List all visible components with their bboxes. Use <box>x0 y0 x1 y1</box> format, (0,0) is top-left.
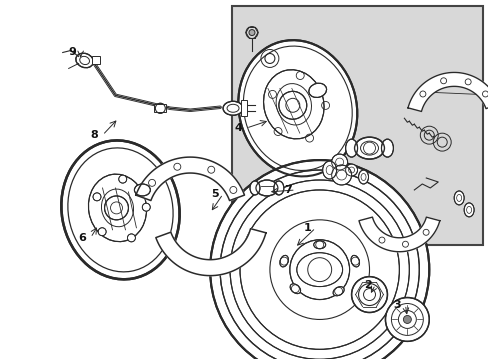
Ellipse shape <box>332 287 344 296</box>
Circle shape <box>278 91 306 119</box>
Ellipse shape <box>255 180 277 196</box>
Ellipse shape <box>223 101 243 115</box>
Ellipse shape <box>453 191 463 205</box>
Ellipse shape <box>381 139 393 157</box>
Polygon shape <box>358 217 439 252</box>
Circle shape <box>210 160 428 360</box>
Ellipse shape <box>263 70 324 139</box>
Text: 7: 7 <box>284 185 291 195</box>
Ellipse shape <box>88 174 146 242</box>
Circle shape <box>155 103 165 113</box>
Bar <box>91 57 100 64</box>
Ellipse shape <box>308 83 326 98</box>
Circle shape <box>289 240 349 300</box>
Circle shape <box>104 196 128 220</box>
Text: 2: 2 <box>363 280 371 289</box>
Circle shape <box>248 30 254 36</box>
Bar <box>241 100 246 116</box>
Circle shape <box>142 203 150 211</box>
Ellipse shape <box>134 184 150 196</box>
Circle shape <box>403 315 410 323</box>
Text: 6: 6 <box>79 233 86 243</box>
Circle shape <box>127 234 135 242</box>
Circle shape <box>229 180 408 359</box>
Ellipse shape <box>273 181 283 195</box>
Polygon shape <box>407 72 488 112</box>
Circle shape <box>220 170 419 360</box>
Ellipse shape <box>279 255 288 267</box>
Circle shape <box>385 298 428 341</box>
Text: 8: 8 <box>90 130 98 140</box>
Ellipse shape <box>345 164 357 176</box>
Ellipse shape <box>322 161 336 179</box>
Ellipse shape <box>61 140 179 279</box>
Ellipse shape <box>463 203 473 217</box>
Text: 3: 3 <box>393 300 400 310</box>
Ellipse shape <box>238 40 357 176</box>
Bar <box>154 104 166 112</box>
Circle shape <box>98 228 106 236</box>
Ellipse shape <box>354 137 384 159</box>
Circle shape <box>93 193 101 201</box>
Text: 5: 5 <box>211 189 219 199</box>
Circle shape <box>240 190 399 349</box>
Ellipse shape <box>358 170 368 184</box>
Polygon shape <box>156 229 265 276</box>
Text: 1: 1 <box>303 223 311 233</box>
Ellipse shape <box>76 53 93 68</box>
Ellipse shape <box>331 154 347 170</box>
Ellipse shape <box>289 284 300 294</box>
Ellipse shape <box>249 181 260 195</box>
Ellipse shape <box>313 241 325 249</box>
Text: 4: 4 <box>234 123 242 133</box>
Circle shape <box>119 175 126 183</box>
Ellipse shape <box>350 255 359 267</box>
Circle shape <box>351 276 386 312</box>
Ellipse shape <box>345 139 357 157</box>
Polygon shape <box>136 157 244 201</box>
Ellipse shape <box>331 165 351 185</box>
Text: 9: 9 <box>69 48 77 58</box>
Bar <box>232 6 482 245</box>
Ellipse shape <box>296 253 342 287</box>
